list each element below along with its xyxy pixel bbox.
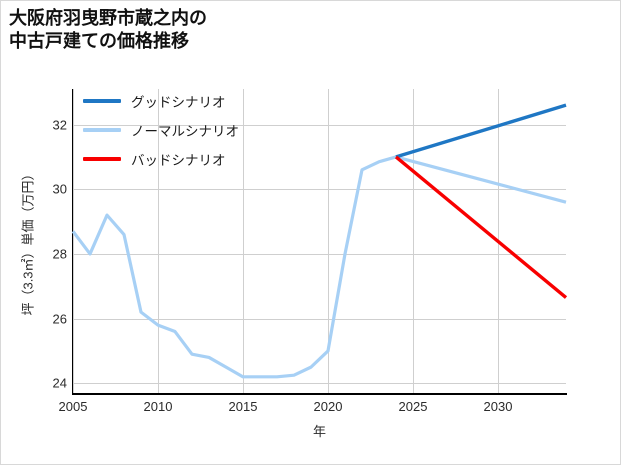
x-axis-tick-label: 2005 [58,399,88,414]
legend-item-label: ノーマルシナリオ [131,124,239,139]
gridline-vertical [73,89,74,393]
gridline-horizontal [73,189,566,191]
x-axis-tick-label: 2025 [398,399,428,414]
x-axis-tick-label: 2020 [313,399,343,414]
legend-item[interactable]: ノーマルシナリオ [83,120,239,140]
plot-area: 24 26 28 30 32 2005 2010 2015 2020 2025 2030 [53,89,568,414]
y-axis-tick-label: 32 [52,117,67,133]
chart-legend: グッドシナリオ ノーマルシナリオ バッドシナリオ [83,91,239,169]
series-line [395,103,567,159]
y-axis-label-text: 坪（3.3㎡）単価（万円） [20,166,36,316]
legend-swatch-icon [83,157,121,161]
gridline-vertical [158,89,159,393]
series-line [71,155,567,379]
gridline-vertical [413,89,414,393]
legend-item-label: バッドシナリオ [131,153,226,168]
legend-item-label: グッドシナリオ [131,95,226,110]
legend-swatch-icon [83,128,121,132]
y-axis-tick-label: 30 [52,181,67,197]
gridline-horizontal [73,124,566,126]
series-lines [71,103,568,379]
gridline-horizontal [73,253,566,255]
y-axis-tick-label: 28 [52,246,67,262]
x-axis-tick-label: 2030 [483,399,513,414]
y-axis-tick-label: 24 [52,375,67,391]
y-axis-tick-label: 26 [52,311,67,327]
y-axis-label: 坪（3.3㎡）単価（万円） [17,89,37,393]
x-axis-label: 年 [312,424,326,439]
x-axis-tick-label: 2015 [228,399,258,414]
gridline-horizontal [73,383,566,385]
gridline-vertical [328,89,329,393]
x-axis-tick-label: 2010 [143,399,173,414]
legend-item[interactable]: グッドシナリオ [83,91,239,111]
x-axis-spine [72,393,567,395]
legend-swatch-icon [83,99,121,103]
gridline-vertical [243,89,244,393]
gridline-horizontal [73,318,566,320]
series-line [394,155,568,299]
page-title: 大阪府羽曳野市蔵之内の 中古戸建ての価格推移 [9,8,207,52]
legend-item[interactable]: バッドシナリオ [83,149,239,169]
